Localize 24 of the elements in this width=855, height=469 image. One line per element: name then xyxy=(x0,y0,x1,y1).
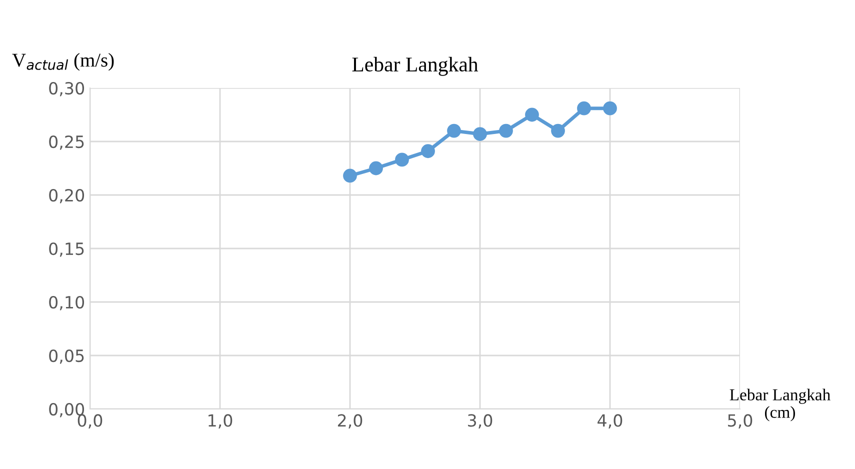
x-tick-label: 4,0 xyxy=(598,414,622,428)
y-tick-label: 0,25 xyxy=(49,135,84,150)
point xyxy=(343,168,357,183)
point xyxy=(447,124,461,138)
y-tick-label: 0,10 xyxy=(49,296,84,310)
y-tick-label: 0,15 xyxy=(49,242,84,257)
point xyxy=(421,144,435,158)
point xyxy=(525,108,539,122)
x-tick-label: 5,0 xyxy=(728,414,752,428)
point xyxy=(551,124,565,138)
y-tick-label: 0,20 xyxy=(49,188,84,204)
point xyxy=(603,101,617,116)
y-tick-label: 0,05 xyxy=(49,349,84,364)
point xyxy=(577,101,591,116)
y-tick-label: 0,30 xyxy=(49,82,84,96)
y-axis-title: V$_{actual}$ (m/s) xyxy=(12,53,114,71)
point xyxy=(395,152,409,167)
x-tick-label: 2,0 xyxy=(338,414,362,428)
point xyxy=(369,161,383,176)
x-tick-label: 1,0 xyxy=(208,414,232,428)
chart-title: Lebar Langkah xyxy=(352,56,478,76)
point xyxy=(473,127,487,141)
point xyxy=(499,124,513,138)
x-tick-label: 3,0 xyxy=(468,414,492,428)
